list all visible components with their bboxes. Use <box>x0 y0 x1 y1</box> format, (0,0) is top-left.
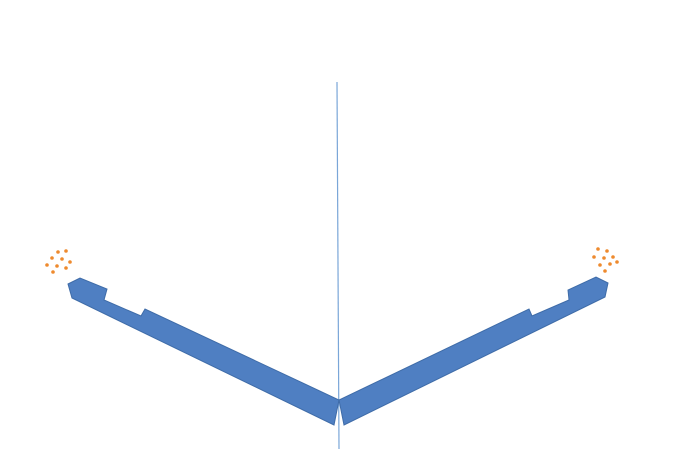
left-wing-blade <box>67 277 340 426</box>
particle-dot <box>64 266 68 270</box>
symmetry-axis-line <box>336 81 340 450</box>
particle-dot <box>603 269 607 273</box>
right-wing-blade <box>338 276 609 426</box>
particle-dot <box>605 249 609 253</box>
particle-dot <box>611 255 615 259</box>
particle-dot <box>602 256 606 260</box>
particle-dot <box>596 247 600 251</box>
particle-dot <box>56 250 60 254</box>
particle-dot <box>51 270 55 274</box>
particle-dot <box>50 256 54 260</box>
left-particle-cluster <box>45 249 72 274</box>
particle-dot <box>64 249 68 253</box>
particle-dot <box>45 263 49 267</box>
particle-dot <box>615 260 619 264</box>
particle-dot <box>60 257 64 261</box>
particle-dot <box>608 262 612 266</box>
particle-dot <box>598 263 602 267</box>
right-particle-cluster <box>592 247 619 273</box>
particle-dot <box>68 260 72 264</box>
particle-dot <box>55 264 59 268</box>
particle-dot <box>592 255 596 259</box>
